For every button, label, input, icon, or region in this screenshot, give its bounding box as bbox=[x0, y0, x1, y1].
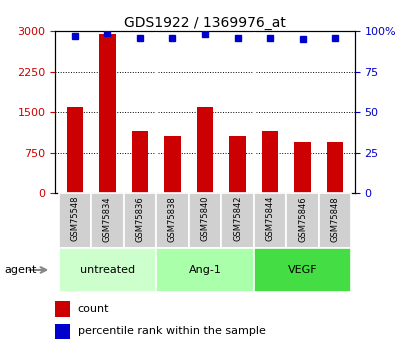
Bar bbox=[67, 107, 83, 193]
Text: GSM75836: GSM75836 bbox=[135, 196, 144, 242]
FancyBboxPatch shape bbox=[124, 193, 156, 248]
Text: count: count bbox=[78, 304, 109, 314]
FancyBboxPatch shape bbox=[58, 248, 156, 292]
FancyBboxPatch shape bbox=[188, 193, 221, 248]
FancyBboxPatch shape bbox=[156, 248, 253, 292]
Text: untreated: untreated bbox=[80, 265, 135, 275]
Bar bbox=[55, 324, 70, 339]
Bar bbox=[294, 142, 310, 193]
FancyBboxPatch shape bbox=[253, 248, 351, 292]
Text: percentile rank within the sample: percentile rank within the sample bbox=[78, 326, 265, 336]
Text: GSM75548: GSM75548 bbox=[70, 196, 79, 241]
Text: GSM75844: GSM75844 bbox=[265, 196, 274, 241]
Bar bbox=[99, 34, 115, 193]
Text: VEGF: VEGF bbox=[287, 265, 317, 275]
FancyBboxPatch shape bbox=[58, 193, 91, 248]
Text: GSM75838: GSM75838 bbox=[168, 196, 177, 242]
Text: GDS1922 / 1369976_at: GDS1922 / 1369976_at bbox=[124, 16, 285, 30]
Bar bbox=[261, 131, 278, 193]
Text: GSM75840: GSM75840 bbox=[200, 196, 209, 241]
FancyBboxPatch shape bbox=[91, 193, 124, 248]
FancyBboxPatch shape bbox=[156, 193, 188, 248]
FancyBboxPatch shape bbox=[285, 193, 318, 248]
Text: GSM75846: GSM75846 bbox=[297, 196, 306, 241]
Text: GSM75842: GSM75842 bbox=[232, 196, 241, 241]
FancyBboxPatch shape bbox=[253, 193, 285, 248]
Text: GSM75834: GSM75834 bbox=[103, 196, 112, 241]
Bar bbox=[326, 142, 342, 193]
Text: Ang-1: Ang-1 bbox=[188, 265, 221, 275]
FancyBboxPatch shape bbox=[221, 193, 253, 248]
Bar bbox=[55, 301, 70, 317]
Bar bbox=[164, 136, 180, 193]
Bar bbox=[229, 136, 245, 193]
Text: GSM75848: GSM75848 bbox=[330, 196, 339, 241]
FancyBboxPatch shape bbox=[318, 193, 351, 248]
Bar bbox=[196, 107, 213, 193]
Text: agent: agent bbox=[4, 265, 36, 275]
Bar bbox=[131, 131, 148, 193]
